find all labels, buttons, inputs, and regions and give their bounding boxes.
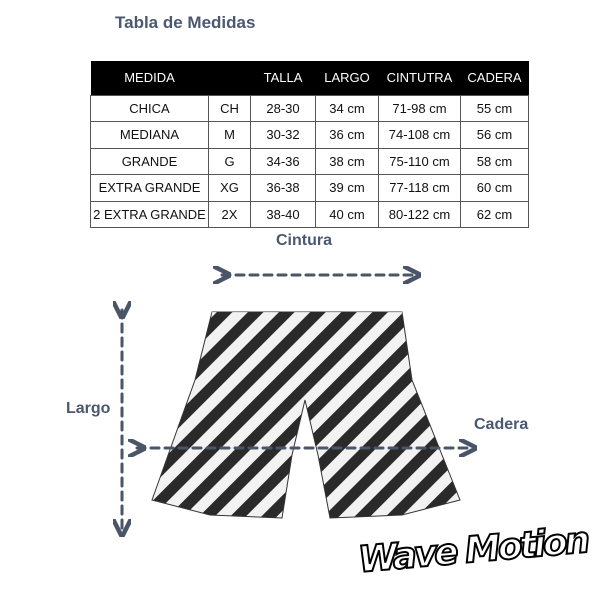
table-cell: 62 cm xyxy=(460,200,529,228)
header-cell: CADERA xyxy=(460,61,529,95)
table-cell: 71-98 cm xyxy=(378,94,461,122)
size-table: MEDIDA TALLA LARGO CINTUTRA CADERA CHICA… xyxy=(90,61,529,228)
table-cell: 30-32 xyxy=(250,121,316,149)
table-row: MEDIANA M 30-32 36 cm 74-108 cm 56 cm xyxy=(90,121,529,149)
table-cell: GRANDE xyxy=(90,147,209,175)
header-cell: CINTUTRA xyxy=(378,61,461,95)
table-header: MEDIDA TALLA LARGO CINTUTRA CADERA xyxy=(90,61,529,95)
table-cell: 39 cm xyxy=(315,174,379,202)
table-cell: G xyxy=(208,147,251,175)
table-row: 2 EXTRA GRANDE 2X 38-40 40 cm 80-122 cm 62 cm xyxy=(90,200,529,228)
table-cell: 36 cm xyxy=(315,121,379,149)
page-title: Tabla de Medidas xyxy=(115,13,256,32)
shorts-image xyxy=(151,311,461,519)
table-cell: M xyxy=(208,121,251,149)
largo-label: Largo xyxy=(66,400,111,417)
table-cell: 74-108 cm xyxy=(378,121,461,149)
header-cell: TALLA xyxy=(250,61,316,95)
table-cell: MEDIANA xyxy=(90,121,209,149)
table-cell: 60 cm xyxy=(460,174,529,202)
table-cell: CH xyxy=(208,94,251,122)
table-cell: 2 EXTRA GRANDE xyxy=(90,200,209,228)
table-cell: 55 cm xyxy=(460,94,529,122)
table-cell: 40 cm xyxy=(315,200,379,228)
table-cell: 34-36 xyxy=(250,147,316,175)
table-cell: 2X xyxy=(208,200,251,228)
table-cell: 36-38 xyxy=(250,174,316,202)
table-cell: 77-118 cm xyxy=(378,174,461,202)
table-row: GRANDE G 34-36 38 cm 75-110 cm 58 cm xyxy=(90,147,529,175)
table-row: EXTRA GRANDE XG 36-38 39 cm 77-118 cm 60 cm xyxy=(90,174,529,202)
table-cell: XG xyxy=(208,174,251,202)
table-cell: 38 cm xyxy=(315,147,379,175)
header-cell: MEDIDA xyxy=(90,61,209,95)
table-cell: 58 cm xyxy=(460,147,529,175)
cadera-label: Cadera xyxy=(474,416,529,433)
cintura-label: Cintura xyxy=(276,232,332,249)
header-cell xyxy=(208,61,251,95)
table-cell: 38-40 xyxy=(250,200,316,228)
table-cell: 56 cm xyxy=(460,121,529,149)
table-cell: 75-110 cm xyxy=(378,147,461,175)
header-cell: LARGO xyxy=(315,61,379,95)
table-cell: 80-122 cm xyxy=(378,200,461,228)
